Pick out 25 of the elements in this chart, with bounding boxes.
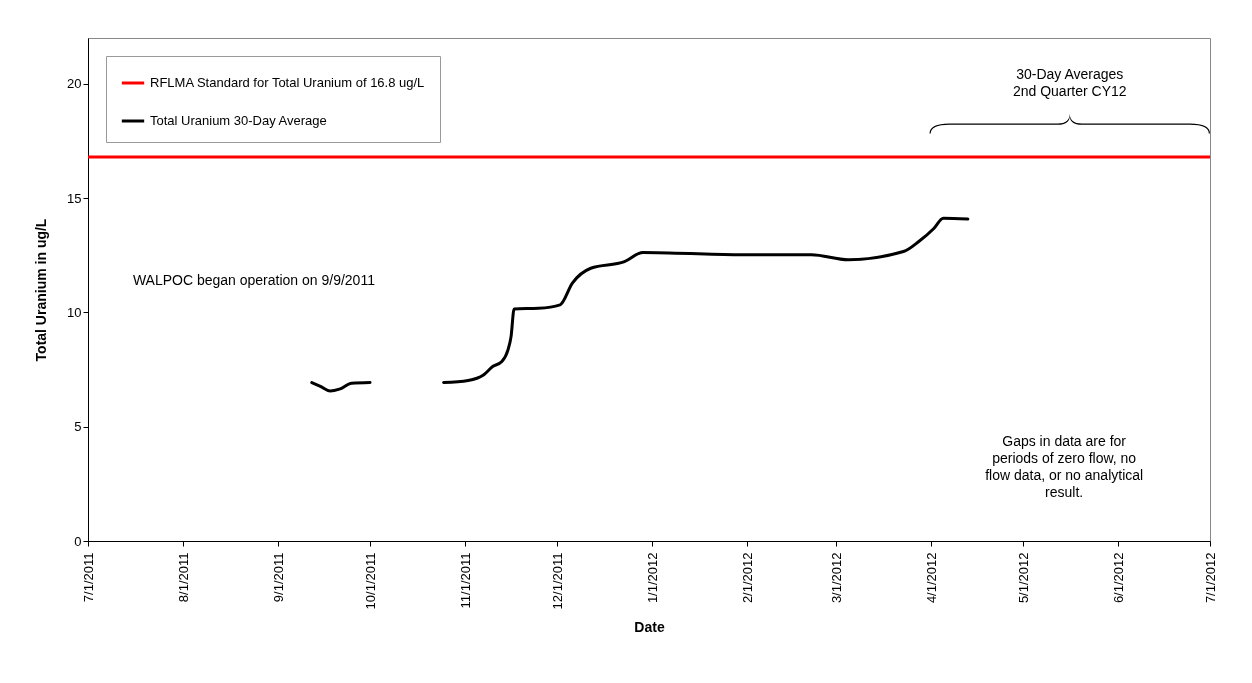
annotation: Gaps in data are for periods of zero flow, no flow data, or no analytical result. xyxy=(985,433,1144,501)
x-tick-label: 12/1/2011 xyxy=(549,552,565,610)
x-tick-label: 2/1/2012 xyxy=(739,552,755,604)
y-tick-label: 10 xyxy=(67,304,82,320)
x-tick-label: 5/1/2012 xyxy=(1015,552,1031,604)
y-tick-label: 0 xyxy=(74,533,82,549)
x-tick-label: 8/1/2011 xyxy=(175,552,191,603)
y-axis-title: Total Uranium in ug/L xyxy=(33,218,50,362)
y-tick-label: 20 xyxy=(67,76,82,92)
x-tick-label: 10/1/2011 xyxy=(362,552,378,610)
x-tick-label: 7/1/2011 xyxy=(80,552,96,603)
annotation: WALPOC began operation on 9/9/2011 xyxy=(132,272,376,289)
x-tick-label: 7/1/2012 xyxy=(1202,552,1218,604)
x-tick-label: 9/1/2011 xyxy=(270,552,286,603)
annotation: 30-Day Averages 2nd Quarter CY12 xyxy=(1012,66,1127,100)
x-tick-label: 6/1/2012 xyxy=(1110,552,1126,604)
legend-label: Total Uranium 30-Day Average xyxy=(150,113,327,128)
y-tick-label: 15 xyxy=(67,190,82,206)
x-tick-label: 11/1/2011 xyxy=(457,552,473,609)
legend-label: RFLMA Standard for Total Uranium of 16.8 ug/L xyxy=(150,75,425,90)
x-tick-label: 3/1/2012 xyxy=(828,552,844,604)
x-axis-title: Date xyxy=(634,619,665,636)
x-tick-label: 1/1/2012 xyxy=(644,552,660,604)
x-tick-label: 4/1/2012 xyxy=(923,552,939,604)
y-tick-label: 5 xyxy=(74,419,82,435)
